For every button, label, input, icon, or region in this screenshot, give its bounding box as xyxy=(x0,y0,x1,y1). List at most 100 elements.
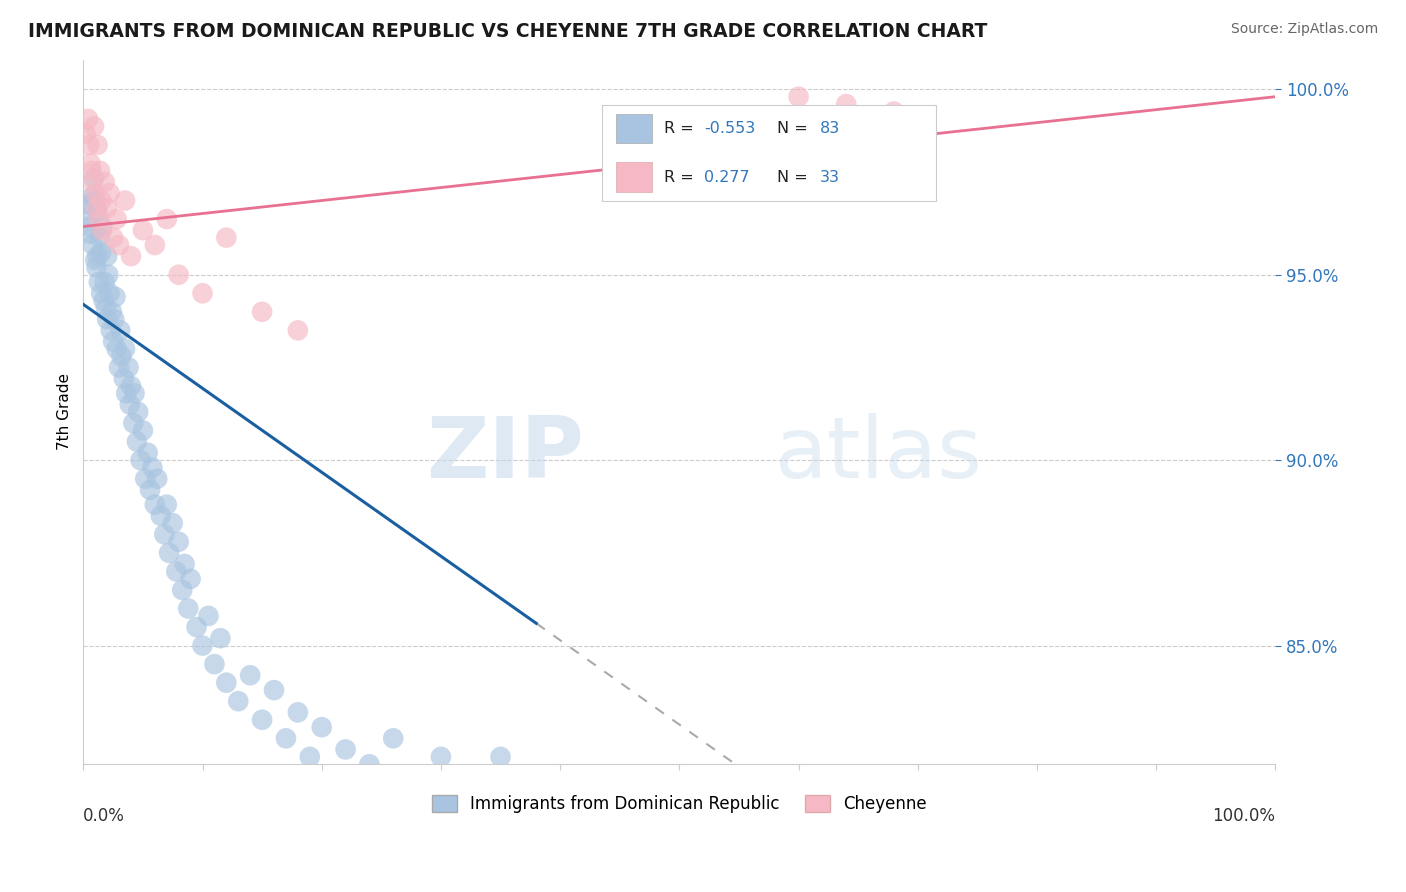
Point xyxy=(84,194,107,208)
Point xyxy=(76,197,98,211)
Point xyxy=(86,260,108,275)
Point xyxy=(77,219,100,234)
Point xyxy=(141,460,163,475)
Point xyxy=(84,252,107,267)
Text: atlas: atlas xyxy=(775,413,983,496)
Text: 0.277: 0.277 xyxy=(704,169,749,185)
Text: 100.0%: 100.0% xyxy=(1212,806,1275,824)
Point xyxy=(406,768,429,782)
FancyBboxPatch shape xyxy=(616,162,652,192)
Point xyxy=(883,104,905,119)
Point xyxy=(287,706,309,720)
Point xyxy=(96,312,118,326)
Point xyxy=(89,230,111,244)
Point xyxy=(98,286,121,301)
Point xyxy=(101,305,124,319)
Point xyxy=(101,334,124,349)
Point xyxy=(77,112,100,126)
Point xyxy=(82,175,104,189)
Point xyxy=(96,201,118,215)
Point xyxy=(105,342,128,356)
Point xyxy=(108,238,131,252)
Point xyxy=(250,305,273,319)
Point xyxy=(156,498,179,512)
Point xyxy=(79,156,101,170)
Point xyxy=(77,137,100,152)
Point xyxy=(209,631,232,645)
Point xyxy=(167,534,190,549)
Point xyxy=(98,186,121,200)
Point xyxy=(122,416,145,430)
Point xyxy=(153,527,176,541)
Point xyxy=(80,190,103,204)
Point xyxy=(83,120,105,134)
Point xyxy=(215,230,238,244)
Point xyxy=(136,446,159,460)
Point xyxy=(274,731,297,746)
Point xyxy=(90,286,112,301)
Point xyxy=(97,268,120,282)
Point xyxy=(114,342,136,356)
Point xyxy=(177,601,200,615)
Point xyxy=(143,238,166,252)
Point xyxy=(91,219,114,234)
Point xyxy=(215,675,238,690)
Point xyxy=(146,472,169,486)
Point xyxy=(173,557,195,571)
Point xyxy=(191,286,214,301)
Point xyxy=(108,360,131,375)
Text: N =: N = xyxy=(778,121,813,136)
Point xyxy=(143,498,166,512)
Point xyxy=(287,323,309,337)
Point xyxy=(298,749,321,764)
Point xyxy=(454,768,477,782)
Point xyxy=(115,386,138,401)
Point xyxy=(162,516,184,531)
Point xyxy=(430,749,453,764)
Text: ZIP: ZIP xyxy=(426,413,583,496)
Point xyxy=(82,238,104,252)
Legend: Immigrants from Dominican Republic, Cheyenne: Immigrants from Dominican Republic, Chey… xyxy=(425,788,934,820)
Point xyxy=(94,301,117,315)
Point xyxy=(156,212,179,227)
Text: R =: R = xyxy=(664,169,699,185)
Point xyxy=(90,245,112,260)
Point xyxy=(124,386,146,401)
Point xyxy=(132,223,155,237)
Point xyxy=(359,757,381,772)
Point xyxy=(86,137,108,152)
Point xyxy=(104,290,127,304)
Point xyxy=(382,731,405,746)
Point xyxy=(157,546,180,560)
Text: IMMIGRANTS FROM DOMINICAN REPUBLIC VS CHEYENNE 7TH GRADE CORRELATION CHART: IMMIGRANTS FROM DOMINICAN REPUBLIC VS CH… xyxy=(28,22,987,41)
Point xyxy=(110,349,132,363)
Point xyxy=(87,275,110,289)
Point xyxy=(110,323,132,337)
Point xyxy=(167,268,190,282)
Text: 0.0%: 0.0% xyxy=(83,806,125,824)
Point xyxy=(125,434,148,449)
Point xyxy=(84,186,107,200)
Point xyxy=(86,249,108,263)
Point xyxy=(90,194,112,208)
Point xyxy=(105,212,128,227)
Point xyxy=(114,194,136,208)
Point xyxy=(132,424,155,438)
Point xyxy=(120,249,142,263)
Point xyxy=(335,742,357,756)
Text: Source: ZipAtlas.com: Source: ZipAtlas.com xyxy=(1230,22,1378,37)
Y-axis label: 7th Grade: 7th Grade xyxy=(58,374,72,450)
Point xyxy=(86,201,108,215)
Point xyxy=(103,312,125,326)
Point xyxy=(311,720,333,734)
Point xyxy=(134,472,156,486)
Point xyxy=(112,371,135,385)
Point xyxy=(94,275,117,289)
Point xyxy=(79,227,101,241)
Point xyxy=(172,582,194,597)
Point xyxy=(87,212,110,227)
Point xyxy=(191,639,214,653)
Point xyxy=(165,565,187,579)
Point xyxy=(96,249,118,263)
Point xyxy=(204,657,226,672)
